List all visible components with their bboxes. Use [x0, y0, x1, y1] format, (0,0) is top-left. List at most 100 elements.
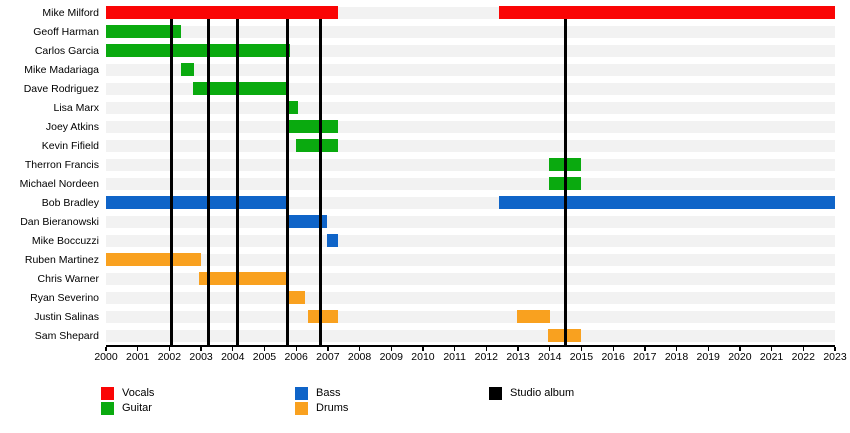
legend-swatch-album [489, 386, 502, 400]
year-tick-label: 2017 [633, 351, 657, 363]
year-tick-label: 2001 [126, 351, 150, 363]
year-tick [295, 346, 297, 351]
row-track [106, 291, 835, 304]
tenure-bar-guitar [296, 139, 339, 152]
tenure-bar-vocals [106, 6, 339, 19]
year-tick-label: 2007 [316, 351, 340, 363]
year-tick-label: 2012 [474, 351, 499, 363]
year-tick [454, 346, 456, 351]
member-label-bob-bradley: Bob Bradley [41, 196, 99, 209]
legend-swatch-bass [295, 386, 308, 400]
legend-item-bass: Bass [295, 386, 340, 400]
tenure-bar-drums [516, 310, 550, 323]
row-track [106, 158, 835, 171]
member-label-michael-nordeen: Michael Nordeen [19, 177, 99, 190]
year-tick [485, 346, 488, 351]
legend-label: Guitar [122, 402, 152, 414]
legend-swatch-vocals [101, 386, 114, 400]
row-track [106, 329, 835, 342]
year-tick [200, 346, 202, 351]
legend-item-drums: Drums [295, 401, 348, 415]
year-tick-label: 2011 [443, 351, 466, 363]
studio-album-line [319, 16, 323, 345]
tenure-bar-guitar [106, 44, 290, 57]
tenure-bar-drums [198, 272, 287, 285]
legend-label: Bass [316, 387, 341, 399]
year-tick [390, 346, 392, 351]
member-label-kevin-fifield: Kevin Fifield [41, 139, 99, 152]
year-tick-label: 2002 [157, 351, 182, 363]
member-label-joey-atkins: Joey Atkins [45, 120, 99, 133]
studio-album-line [206, 16, 210, 345]
legend-swatch-guitar [101, 401, 114, 415]
member-label-mike-milford: Mike Milford [42, 6, 99, 19]
row-track [106, 25, 835, 38]
year-tick [644, 346, 646, 351]
year-tick-label: 2023 [823, 351, 847, 363]
year-tick [739, 346, 741, 351]
year-tick [707, 346, 709, 351]
member-label-mike-boccuzzi: Mike Boccuzzi [31, 234, 99, 247]
year-tick [263, 346, 266, 351]
tenure-bar-bass [287, 215, 327, 228]
year-tick-label: 2015 [569, 351, 594, 363]
year-tick [358, 346, 361, 351]
year-tick-label: 2009 [379, 351, 403, 363]
year-tick [422, 346, 424, 351]
row-track [106, 120, 835, 133]
member-label-ruben-martinez: Ruben Martinez [24, 253, 99, 266]
member-label-carlos-garcia: Carlos Garcia [34, 44, 99, 57]
member-label-ryan-severino: Ryan Severino [30, 291, 99, 304]
member-label-justin-salinas: Justin Salinas [34, 310, 99, 323]
tenure-bar-guitar [287, 120, 338, 133]
year-tick-label: 2021 [759, 351, 784, 363]
row-track [106, 101, 835, 114]
year-tick [137, 346, 139, 351]
row-track [106, 234, 835, 247]
member-label-lisa-marx: Lisa Marx [53, 101, 99, 114]
row-track [106, 253, 835, 266]
legend-label: Vocals [122, 387, 155, 399]
year-tick-label: 2020 [728, 351, 752, 363]
member-label-mike-madariaga: Mike Madariaga [24, 63, 99, 76]
tenure-bar-vocals [499, 6, 835, 19]
tenure-bar-drums [287, 291, 306, 304]
tenure-bar-guitar [180, 63, 195, 76]
year-tick-label: 2022 [791, 351, 815, 363]
row-track [106, 215, 835, 228]
member-label-chris-warner: Chris Warner [37, 272, 99, 285]
member-label-geoff-harman: Geoff Harman [33, 25, 99, 38]
tenure-bar-guitar [286, 101, 298, 114]
year-tick-label: 2019 [696, 351, 720, 363]
member-label-dave-rodriguez: Dave Rodriguez [23, 82, 99, 95]
year-tick-label: 2008 [347, 351, 372, 363]
x-axis-line [106, 345, 835, 347]
member-label-dan-bieranowski: Dan Bieranowski [20, 215, 99, 228]
year-tick-label: 2013 [506, 351, 530, 363]
member-label-sam-shepard: Sam Shepard [34, 329, 99, 342]
plot-area [106, 3, 835, 345]
year-tick-label: 2005 [252, 351, 277, 363]
legend-item-album: Studio album [489, 386, 574, 400]
year-tick [580, 346, 583, 351]
member-name-axis: Mike Milford Geoff Harman Carlos Garcia Mik… [0, 3, 99, 345]
row-track [106, 177, 835, 190]
year-tick-label: 2014 [538, 351, 562, 363]
year-tick-label: 2003 [189, 351, 213, 363]
legend-item-vocals: Vocals [101, 386, 154, 400]
studio-album-line [563, 16, 567, 345]
year-tick [517, 346, 519, 351]
year-tick-label: 2006 [284, 351, 308, 363]
year-tick [232, 346, 234, 351]
studio-album-line [236, 16, 240, 345]
year-tick-label: 2000 [94, 351, 118, 363]
year-tick-label: 2010 [411, 351, 435, 363]
legend-item-guitar: Guitar [101, 401, 152, 415]
tenure-bar-bass [327, 234, 338, 247]
year-tick [327, 346, 329, 351]
year-tick-label: 2004 [221, 351, 245, 363]
member-label-therron-francis: Therron Francis [24, 158, 99, 171]
tenure-bar-drums [106, 253, 201, 266]
tenure-bar-bass [106, 196, 288, 209]
